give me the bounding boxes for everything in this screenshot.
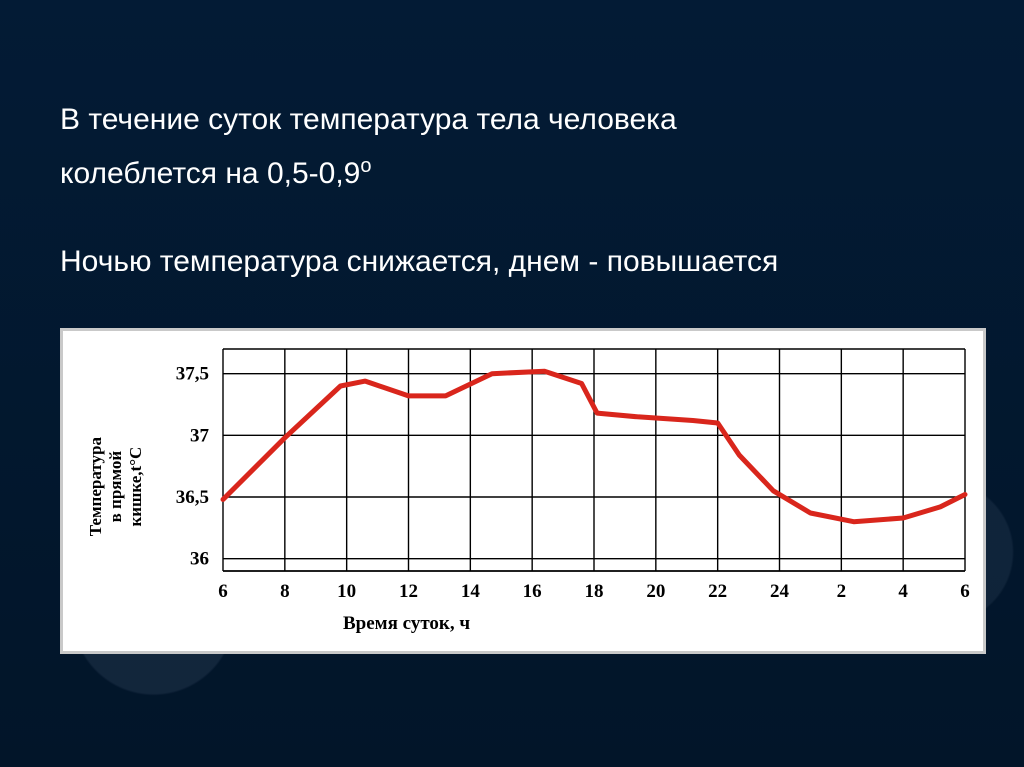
- degree-superscript: о: [360, 155, 371, 177]
- heading-line-2: колеблется на 0,5-0,9о: [60, 150, 964, 198]
- svg-text:кишке,t°С: кишке,t°С: [126, 447, 145, 527]
- svg-text:24: 24: [770, 581, 790, 602]
- svg-text:36: 36: [190, 549, 209, 570]
- svg-text:20: 20: [646, 581, 665, 602]
- svg-text:16: 16: [523, 581, 542, 602]
- svg-text:6: 6: [218, 581, 228, 602]
- heading-line-2-text: колеблется на 0,5-0,9: [60, 157, 360, 190]
- svg-text:8: 8: [280, 581, 290, 602]
- heading-line-1: В течение суток температура тела человек…: [60, 96, 964, 144]
- heading-line-3: Ночью температура снижается, днем - повы…: [60, 238, 964, 286]
- svg-text:37,5: 37,5: [176, 364, 209, 385]
- temperature-chart: 3636,53737,5681012141618202224246Темпера…: [60, 328, 986, 654]
- svg-text:12: 12: [399, 581, 418, 602]
- svg-text:37: 37: [190, 425, 210, 446]
- svg-text:Температура: Температура: [86, 437, 105, 537]
- svg-text:36,5: 36,5: [176, 487, 209, 508]
- svg-text:14: 14: [461, 581, 481, 602]
- svg-text:4: 4: [898, 581, 908, 602]
- svg-text:18: 18: [585, 581, 604, 602]
- chart-svg: 3636,53737,5681012141618202224246Темпера…: [63, 331, 983, 651]
- svg-text:в прямой: в прямой: [106, 451, 125, 523]
- svg-text:2: 2: [837, 581, 847, 602]
- slide: В течение суток температура тела человек…: [0, 0, 1024, 767]
- svg-text:Время суток, ч: Время суток, ч: [343, 613, 470, 634]
- svg-text:10: 10: [337, 581, 356, 602]
- svg-text:6: 6: [960, 581, 970, 602]
- svg-text:22: 22: [708, 581, 727, 602]
